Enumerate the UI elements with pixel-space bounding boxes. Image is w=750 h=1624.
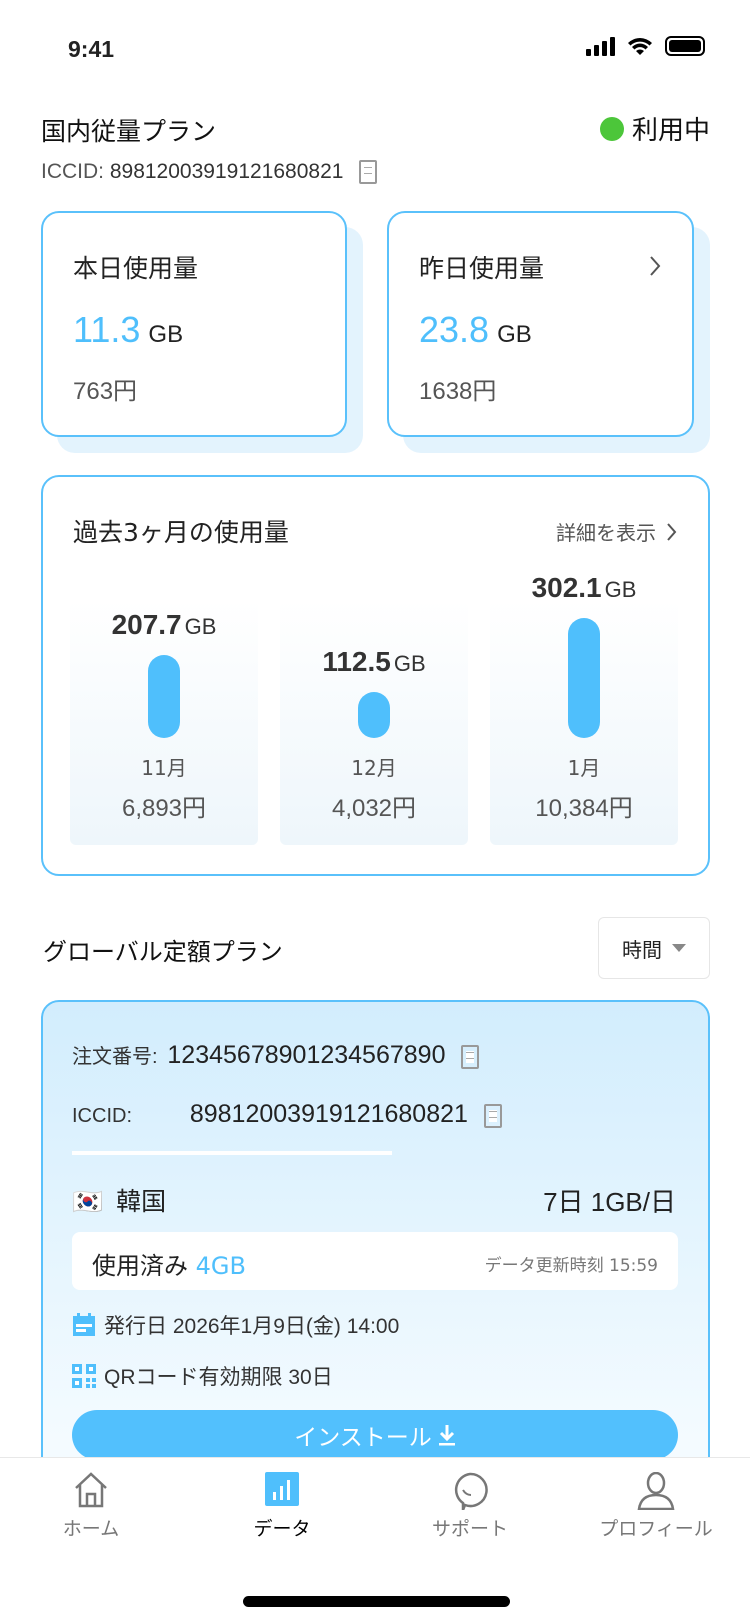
signal-icon [586, 36, 615, 56]
yesterday-label: 昨日使用量 [419, 254, 545, 283]
tab-data[interactable]: データ [207, 1472, 357, 1541]
chevron-right-icon [650, 256, 661, 276]
month-column: 302.1 GB 1月 10,384円 [490, 572, 678, 845]
tab-label: プロフィール [599, 1518, 713, 1540]
today-usage-card: 本日使用量 11.3 GB 763円 [41, 211, 347, 437]
bar-value-label: 112.5 GB [322, 646, 426, 677]
today-label: 本日使用量 [73, 254, 199, 283]
usage-bar [568, 618, 600, 738]
usage-bar [358, 692, 390, 738]
bar-value-label: 302.1 GB [531, 572, 637, 603]
tab-home[interactable]: ホーム [16, 1472, 166, 1541]
battery-icon [665, 36, 705, 56]
today-yen: 763円 [73, 378, 138, 405]
period-dropdown[interactable]: 時間 [598, 917, 710, 979]
install-button[interactable]: インストール [72, 1410, 678, 1460]
copy-icon[interactable] [461, 1045, 480, 1070]
today-value: 11.3 GB [73, 309, 184, 350]
issue-date: 発行日 2026年1月9日(金) 14:00 [72, 1310, 399, 1340]
tab-support[interactable]: サポート [395, 1472, 545, 1541]
status-label: 利用中 [631, 116, 710, 146]
country: 🇰🇷 韓国 [72, 1188, 167, 1216]
iccid-value: 89812003919121680821 [109, 160, 344, 183]
download-icon [438, 1425, 455, 1446]
usage-box: 使用済み 4GB データ更新時刻 15:59 [72, 1232, 678, 1290]
global-iccid: ICCID: 89812003919121680821 [72, 1100, 502, 1129]
wifi-icon [628, 38, 652, 55]
status-time: 9:41 [68, 36, 115, 62]
chart-icon [207, 1472, 357, 1510]
plan-info: 7日 1GB/日 [543, 1187, 676, 1217]
user-icon [581, 1471, 731, 1511]
copy-icon[interactable] [359, 160, 378, 185]
status-dot-icon [599, 116, 624, 141]
domestic-iccid: ICCID: 89812003919121680821 [41, 160, 378, 185]
caret-down-icon [672, 944, 686, 952]
divider [72, 1151, 392, 1155]
month-label: 12月 [351, 756, 397, 780]
detail-link[interactable]: 詳細を表示 [556, 517, 678, 546]
qr-code-icon [72, 1364, 96, 1388]
month-yen: 4,032円 [331, 795, 417, 822]
korea-flag-icon: 🇰🇷 [72, 1188, 104, 1216]
home-indicator [243, 1596, 510, 1607]
yesterday-value: 23.8 GB [419, 309, 532, 350]
yesterday-yen: 1638円 [419, 378, 497, 405]
month-yen: 6,893円 [121, 795, 207, 822]
plan-status: 利用中 [599, 110, 710, 147]
qr-expiry: QRコード有効期限 30日 [72, 1361, 333, 1391]
order-number: 注文番号: 12345678901234567890 [72, 1040, 480, 1070]
domestic-plan-title: 国内従量プラン [41, 117, 217, 146]
home-icon [16, 1472, 166, 1510]
chat-icon [395, 1472, 545, 1511]
copy-icon[interactable] [483, 1104, 502, 1129]
bar-value-label: 207.7 GB [111, 609, 217, 641]
usage-bar [148, 655, 180, 738]
yesterday-usage-card[interactable]: 昨日使用量 23.8 GB 1638円 [387, 211, 694, 437]
month-yen: 10,384円 [535, 795, 633, 822]
chevron-right-icon [667, 522, 677, 541]
status-icons [586, 36, 705, 56]
history-title: 過去3ヶ月の使用量 [73, 518, 289, 547]
global-plan-title: グローバル定額プラン [43, 938, 283, 966]
tab-label: データ [253, 1518, 311, 1540]
month-column: 207.7 GB 11月 6,893円 [70, 600, 258, 845]
tab-label: ホーム [62, 1518, 120, 1540]
month-label: 11月 [141, 756, 187, 780]
iccid-label: ICCID: [41, 160, 104, 183]
calendar-icon [73, 1313, 95, 1336]
month-column: 112.5 GB 12月 4,032円 [280, 600, 468, 845]
tab-label: サポート [431, 1518, 508, 1540]
month-label: 1月 [567, 756, 601, 780]
tab-profile[interactable]: プロフィール [581, 1471, 731, 1541]
